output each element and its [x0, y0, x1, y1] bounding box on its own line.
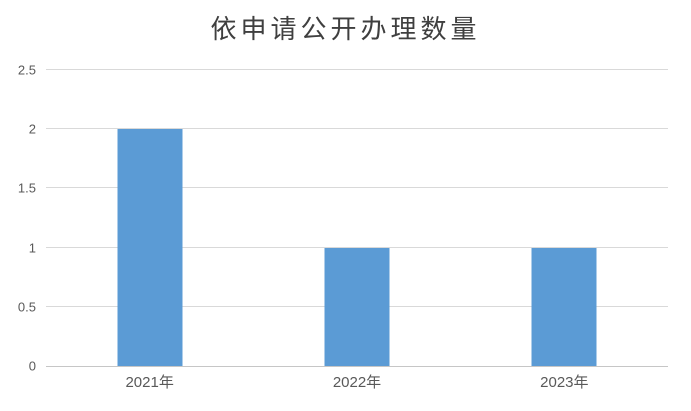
gridline — [46, 246, 668, 248]
x-tick-label: 2023年 — [540, 374, 589, 391]
y-tick-label: 2 — [28, 121, 36, 137]
gridline — [46, 187, 668, 189]
gridline — [46, 128, 668, 130]
y-axis-labels: 0 0.5 1 1.5 2 2.5 — [0, 64, 36, 373]
y-tick-label: 1 — [28, 240, 36, 256]
y-tick-label: 0.5 — [17, 299, 36, 315]
gridline — [46, 69, 668, 70]
y-tick-label: 0 — [28, 358, 36, 374]
plot-area — [46, 69, 668, 367]
chart-title: 依申请公开办理数量 — [210, 15, 481, 44]
x-axis-labels: 2021年 2022年 2023年 — [46, 375, 668, 397]
x-tick-label: 2022年 — [332, 374, 382, 391]
y-tick-label: 1.5 — [17, 180, 36, 196]
bar-2022年 — [324, 247, 390, 366]
y-tick-label: 2.5 — [17, 62, 36, 78]
bar-2021年 — [117, 129, 183, 366]
x-tick-label: 2021年 — [125, 374, 174, 391]
bar-2023年 — [531, 247, 597, 366]
